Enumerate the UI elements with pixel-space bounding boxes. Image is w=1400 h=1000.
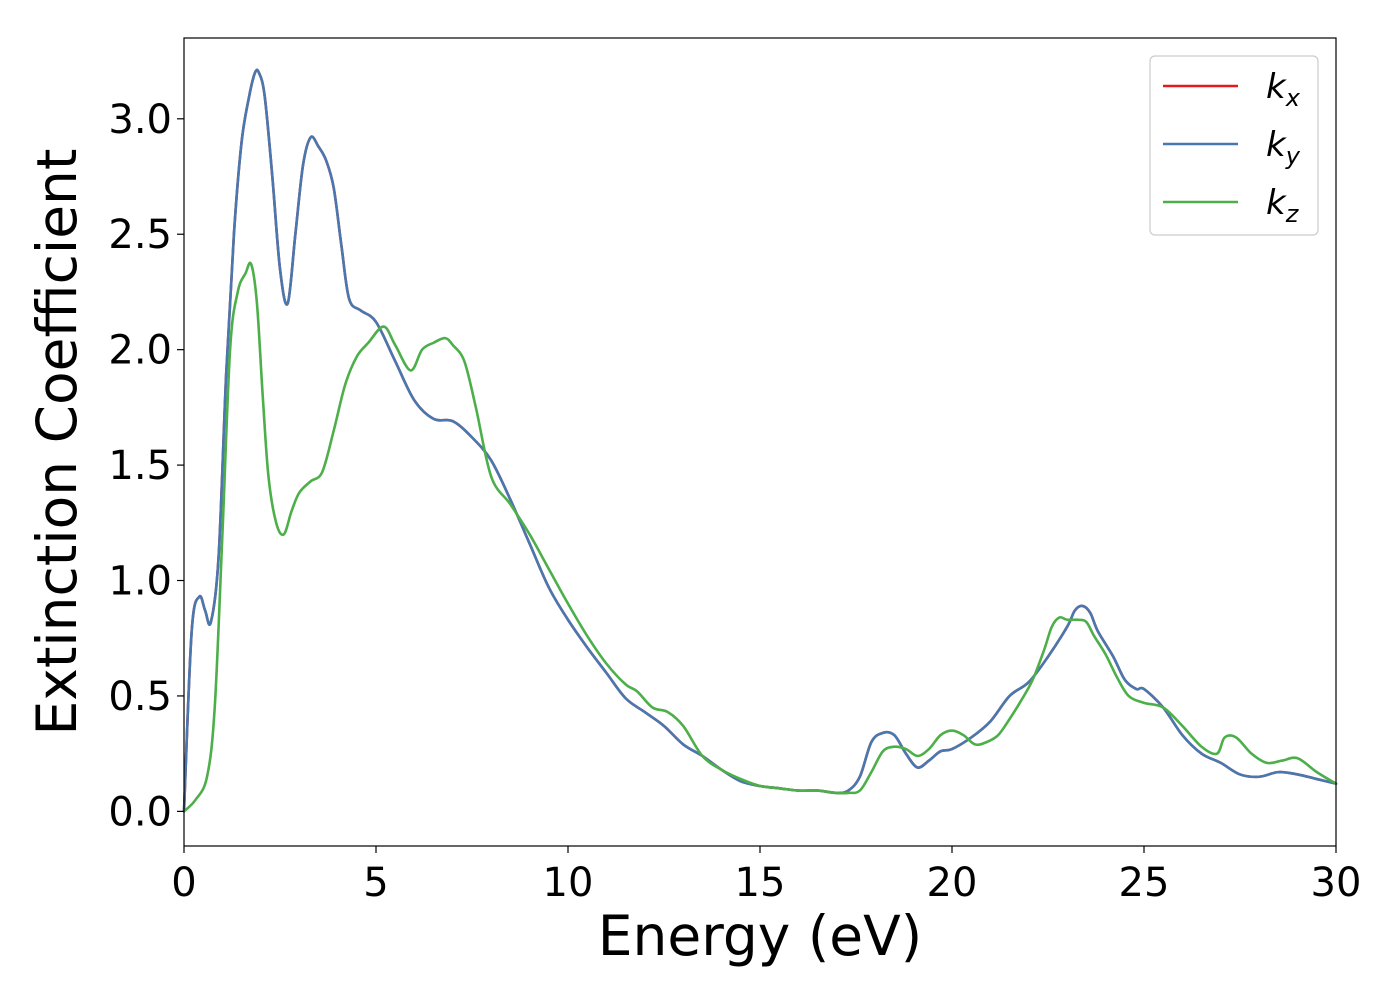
y-tick-label: 1.5 (108, 443, 172, 489)
x-tick-label: 20 (927, 860, 978, 906)
x-axis-title: Energy (eV) (598, 904, 922, 968)
y-tick-label: 3.0 (108, 97, 172, 143)
x-tick-label: 0 (171, 860, 196, 906)
x-tick-label: 15 (735, 860, 786, 906)
x-tick-label: 5 (363, 860, 388, 906)
legend-label-y: ky (1266, 125, 1301, 170)
series-line-y (182, 68, 1338, 813)
y-tick-label: 1.0 (108, 559, 172, 605)
y-tick-label: 2.5 (108, 212, 172, 258)
y-tick-label: 0.0 (108, 789, 172, 835)
y-tick-label: 0.5 (108, 674, 172, 720)
series-layer (182, 68, 1338, 813)
x-tick-label: 25 (1119, 860, 1170, 906)
y-axis-title: Extinction Coefficient (25, 149, 89, 736)
x-tick-label: 30 (1311, 860, 1362, 906)
x-tick-label: 10 (543, 860, 594, 906)
legend-label-z: kz (1266, 183, 1300, 228)
legend-label-x: kx (1266, 67, 1301, 112)
legend-frame (1149, 55, 1319, 236)
x-axis: 0 5 10 15 20 25 30 (171, 846, 1361, 906)
y-tick-label: 2.0 (108, 328, 172, 374)
legend: kx ky kz (1149, 55, 1319, 236)
series-line-z (182, 261, 1338, 813)
y-axis: 0.0 0.5 1.0 1.5 2.0 2.5 3.0 (108, 97, 184, 835)
